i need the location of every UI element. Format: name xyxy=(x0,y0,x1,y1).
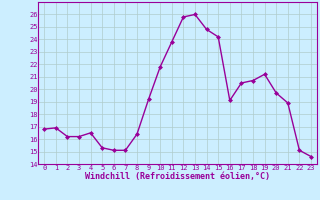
X-axis label: Windchill (Refroidissement éolien,°C): Windchill (Refroidissement éolien,°C) xyxy=(85,172,270,181)
